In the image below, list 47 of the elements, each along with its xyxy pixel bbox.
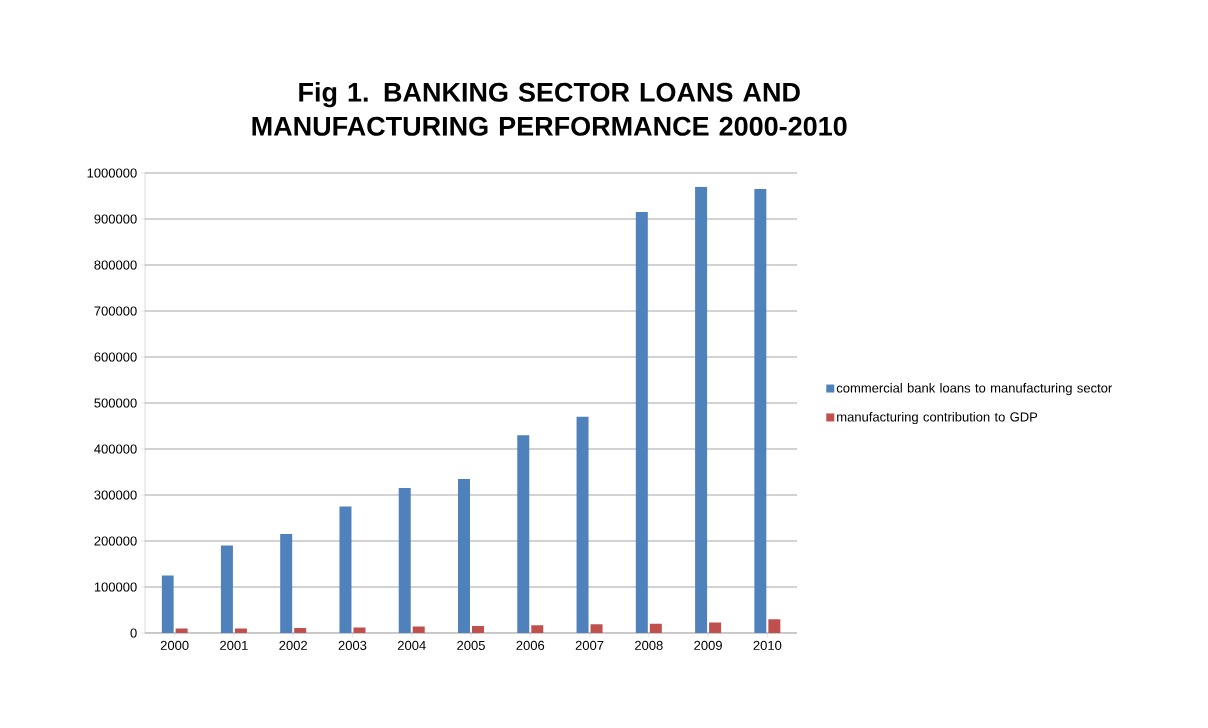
bar [161, 575, 174, 633]
y-tick-label: 800000 [94, 260, 137, 270]
bar [398, 488, 411, 633]
bar [768, 619, 781, 633]
bar [234, 628, 247, 633]
y-tick-label: 500000 [94, 398, 137, 408]
bar [517, 435, 530, 633]
x-tick-label: 2004 [397, 640, 426, 650]
bar [590, 624, 603, 633]
x-tick-label: 2002 [279, 640, 307, 650]
y-tick-label: 300000 [94, 490, 137, 500]
bar [280, 534, 293, 633]
bar [649, 623, 662, 633]
bar [531, 625, 544, 633]
bar [220, 545, 233, 633]
bar [754, 189, 767, 633]
y-tick-label: 100000 [94, 582, 137, 592]
y-tick-label: 200000 [94, 536, 137, 546]
bar [472, 626, 484, 633]
bar [353, 627, 366, 633]
y-tick-label: 900000 [94, 214, 137, 224]
chart-title: Fig 1. BANKING SECTOR LOANS AND MANUFACTURING PERFORMANCE 2000-2010 [252, 82, 847, 136]
bar [709, 622, 722, 633]
bar [294, 627, 307, 633]
x-tick-label: 2005 [457, 640, 485, 650]
x-tick-label: 2006 [516, 640, 545, 650]
y-tick-label: 1000000 [87, 168, 137, 178]
bar [635, 212, 648, 633]
y-tick-label: 0 [130, 628, 137, 638]
y-tick-label: 400000 [94, 444, 137, 454]
bar [175, 628, 188, 633]
x-tick-label: 2000 [160, 640, 189, 650]
x-tick-label: 2010 [753, 640, 782, 650]
bar [576, 416, 589, 633]
bar [458, 478, 471, 633]
legend-label: commercial bank loans to manufacturing sector [836, 383, 1113, 396]
bar [695, 186, 708, 633]
bar [412, 626, 425, 633]
x-tick-label: 2009 [694, 640, 722, 650]
x-tick-label: 2007 [575, 640, 604, 650]
y-tick-label: 600000 [94, 352, 137, 362]
x-tick-label: 2001 [220, 640, 248, 650]
y-tick-label: 700000 [94, 306, 137, 316]
bar [339, 506, 352, 633]
legend-label: manufacturing contribution to GDP [837, 411, 1038, 425]
x-tick-label: 2003 [338, 640, 367, 650]
x-tick-label: 2008 [635, 640, 663, 650]
